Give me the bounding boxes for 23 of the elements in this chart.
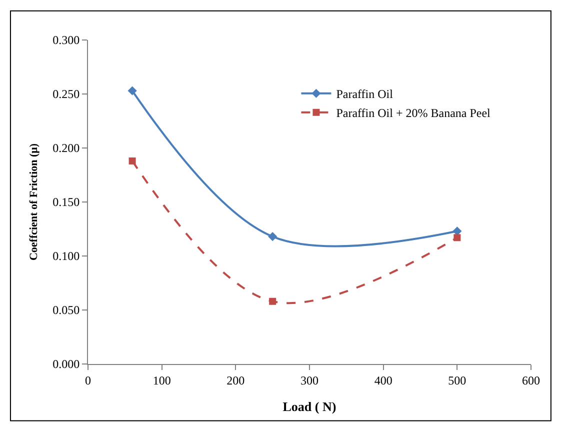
point (454, 234, 461, 242)
x-tick-label: 400 (374, 373, 392, 388)
x-tick-label: 500 (448, 373, 466, 388)
y-tick-label: 0.150 (52, 195, 80, 210)
x-axis-title: Load ( N) (282, 399, 336, 414)
y-tick-label: 0.200 (52, 141, 80, 156)
point (269, 298, 276, 305)
point (128, 157, 136, 164)
legend-label: Paraffin Oil (336, 87, 394, 102)
x-tick-label: 0 (85, 373, 91, 388)
y-tick-label: 0.300 (52, 33, 80, 48)
y-tick-label: 0.000 (52, 357, 80, 372)
x-tick-label: 200 (226, 373, 245, 388)
point (268, 232, 278, 242)
x-tick-label: 600 (522, 373, 540, 388)
point (128, 86, 137, 96)
y-axis-title: Coeffcient of Friction (μ) (28, 143, 40, 261)
legend-label: Paraffin Oil + 20% Banana Peel (336, 106, 492, 120)
x-tick-label: 100 (152, 373, 171, 388)
y-tick-label: 0.100 (52, 249, 80, 264)
y-tick-label: 0.050 (52, 303, 80, 318)
y-tick-label: 0.250 (52, 87, 80, 102)
x-tick-label: 300 (300, 373, 318, 388)
